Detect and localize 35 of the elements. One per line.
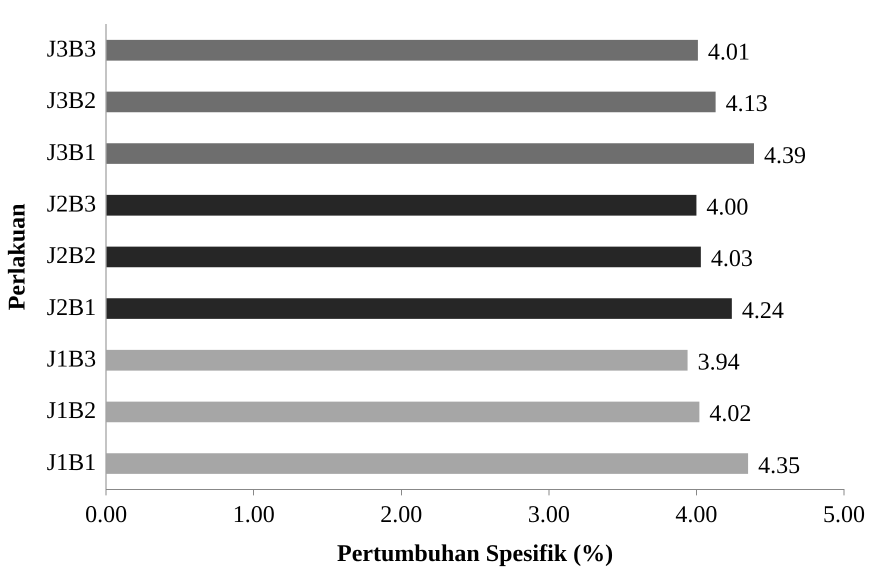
data-label: 4.24 xyxy=(742,298,784,324)
data-label: 3.94 xyxy=(698,350,740,376)
bar xyxy=(106,298,732,319)
x-tick-label: 3.00 xyxy=(528,502,570,528)
y-tick-label: J1B3 xyxy=(46,346,96,373)
bar xyxy=(106,453,748,474)
data-label: 4.03 xyxy=(710,246,753,272)
x-tick-label: 0.00 xyxy=(85,502,128,528)
y-tick-label: J2B1 xyxy=(46,294,96,321)
bar xyxy=(106,143,754,164)
x-tick-label: 5.00 xyxy=(823,502,865,528)
x-tick-label: 1.00 xyxy=(232,502,275,528)
data-label: 4.01 xyxy=(708,40,750,66)
data-label: 4.02 xyxy=(709,401,752,428)
y-tick-label: J3B3 xyxy=(46,36,96,63)
data-label: 4.35 xyxy=(758,452,800,479)
x-axis-title: Pertumbuhan Spesifik (%) xyxy=(337,540,614,567)
bar xyxy=(106,40,698,61)
x-tick-label: 2.00 xyxy=(380,502,422,528)
y-tick-label: J2B2 xyxy=(46,243,96,270)
y-tick-label: J2B3 xyxy=(46,192,96,218)
data-label: 4.13 xyxy=(726,91,768,118)
y-axis-title: Perlakuan xyxy=(4,204,31,310)
y-tick-label: J1B1 xyxy=(46,450,96,476)
x-tick-label: 4.00 xyxy=(675,502,718,528)
bar xyxy=(106,92,716,112)
y-tick-label: J1B2 xyxy=(46,398,96,424)
bar xyxy=(106,246,701,268)
data-label: 4.00 xyxy=(706,194,748,221)
y-tick-label: J3B1 xyxy=(46,140,96,166)
bar xyxy=(106,350,688,371)
data-label: 4.39 xyxy=(764,142,806,169)
bar xyxy=(106,194,696,216)
y-tick-label: J3B2 xyxy=(46,88,96,114)
bar xyxy=(106,402,700,422)
